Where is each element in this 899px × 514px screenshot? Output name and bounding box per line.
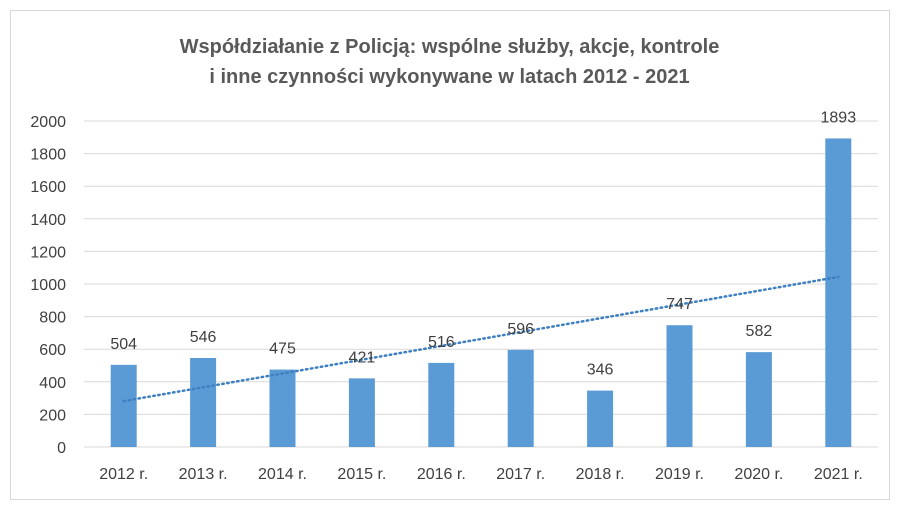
x-tick-label: 2012 r. (99, 466, 148, 483)
data-label: 421 (349, 349, 376, 366)
bar-2012 (110, 364, 137, 447)
bar-2013 (190, 358, 217, 447)
bar-2014 (269, 369, 296, 447)
data-label: 346 (587, 362, 614, 379)
bar-2017 (507, 349, 534, 447)
chart-frame (10, 10, 890, 500)
data-label: 546 (190, 329, 217, 346)
data-label: 596 (507, 321, 534, 338)
data-label: 516 (428, 334, 455, 351)
bar-2015 (348, 378, 375, 447)
x-tick-label: 2018 r. (576, 466, 625, 483)
x-tick-label: 2021 r. (814, 466, 863, 483)
y-tick-label: 0 (57, 440, 66, 457)
data-label: 1893 (821, 109, 857, 126)
x-axis: 2012 r. 2013 r. 2014 r. 2015 r. 2016 r. 2017 … (99, 466, 863, 483)
y-tick-label: 1200 (30, 244, 66, 261)
y-tick-label: 800 (39, 310, 66, 327)
trendline (122, 275, 840, 403)
data-label: 475 (269, 341, 296, 358)
chart-title-line-1: Współdziałanie z Policją: wspólne służby… (179, 36, 720, 58)
bar-2016 (428, 362, 455, 447)
gridlines (84, 120, 878, 448)
data-labels: 504 546 475 421 516 596 346 747 582 1893 (110, 109, 856, 378)
bars (110, 138, 852, 448)
x-tick-label: 2020 r. (734, 466, 783, 483)
bar-2019 (666, 325, 693, 447)
data-label: 582 (746, 323, 773, 340)
x-tick-label: 2016 r. (417, 466, 466, 483)
y-tick-label: 400 (39, 375, 66, 392)
y-tick-label: 1800 (30, 147, 66, 164)
trendline-group (122, 275, 840, 403)
y-tick-label: 600 (39, 342, 66, 359)
y-tick-label: 200 (39, 407, 66, 424)
x-tick-label: 2015 r. (337, 466, 386, 483)
data-label: 504 (110, 336, 137, 353)
y-tick-label: 2000 (30, 114, 66, 131)
bar-2021 (825, 138, 852, 448)
x-tick-label: 2019 r. (655, 466, 704, 483)
y-axis: 0 200 400 600 800 1000 1200 1400 1600 1800 2000 (30, 114, 66, 457)
data-label: 747 (666, 296, 693, 313)
y-tick-label: 1600 (30, 179, 66, 196)
y-tick-label: 1000 (30, 277, 66, 294)
x-tick-label: 2014 r. (258, 466, 307, 483)
x-tick-label: 2013 r. (179, 466, 228, 483)
bar-2020 (745, 352, 772, 447)
x-tick-label: 2017 r. (496, 466, 545, 483)
y-tick-label: 1400 (30, 212, 66, 229)
bar-2018 (587, 390, 614, 447)
chart-title: Współdziałanie z Policją: wspólne służby… (0, 32, 899, 92)
chart-title-line-2: i inne czynności wykonywane w latach 201… (209, 66, 690, 88)
